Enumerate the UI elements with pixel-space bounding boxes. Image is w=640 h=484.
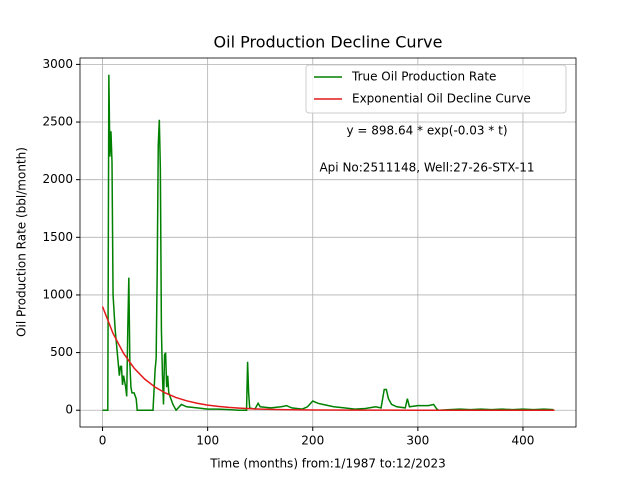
x-axis-label: Time (months) from:1/1987 to:12/2023 (209, 457, 446, 471)
y-tick-label: 0 (65, 403, 73, 417)
legend-label: Exponential Oil Decline Curve (352, 92, 531, 106)
x-tick-label: 100 (196, 434, 219, 448)
y-tick-label: 500 (50, 345, 73, 359)
legend-label: True Oil Production Rate (351, 70, 496, 84)
y-tick-label: 1000 (42, 287, 73, 301)
x-tick-label: 200 (301, 434, 324, 448)
plot-frame (79, 57, 577, 428)
x-tick-label: 0 (99, 434, 107, 448)
y-axis-label: Oil Production Rate (bbl/month) (15, 147, 29, 337)
data-line (102, 74, 554, 412)
y-tick-label: 1500 (42, 230, 73, 244)
legend-box (305, 64, 567, 114)
x-tick-label: 300 (406, 434, 429, 448)
chart-title: Oil Production Decline Curve (214, 33, 443, 52)
y-tick-label: 2000 (42, 172, 73, 186)
annotation: Api No:2511148, Well:27-26-STX-11 (319, 161, 534, 175)
y-tick-label: 2500 (42, 115, 73, 129)
x-tick-label: 400 (512, 434, 535, 448)
annotation: y = 898.64 * exp(-0.03 * t) (346, 124, 507, 138)
y-tick-label: 3000 (42, 57, 73, 71)
data-line (101, 306, 555, 411)
